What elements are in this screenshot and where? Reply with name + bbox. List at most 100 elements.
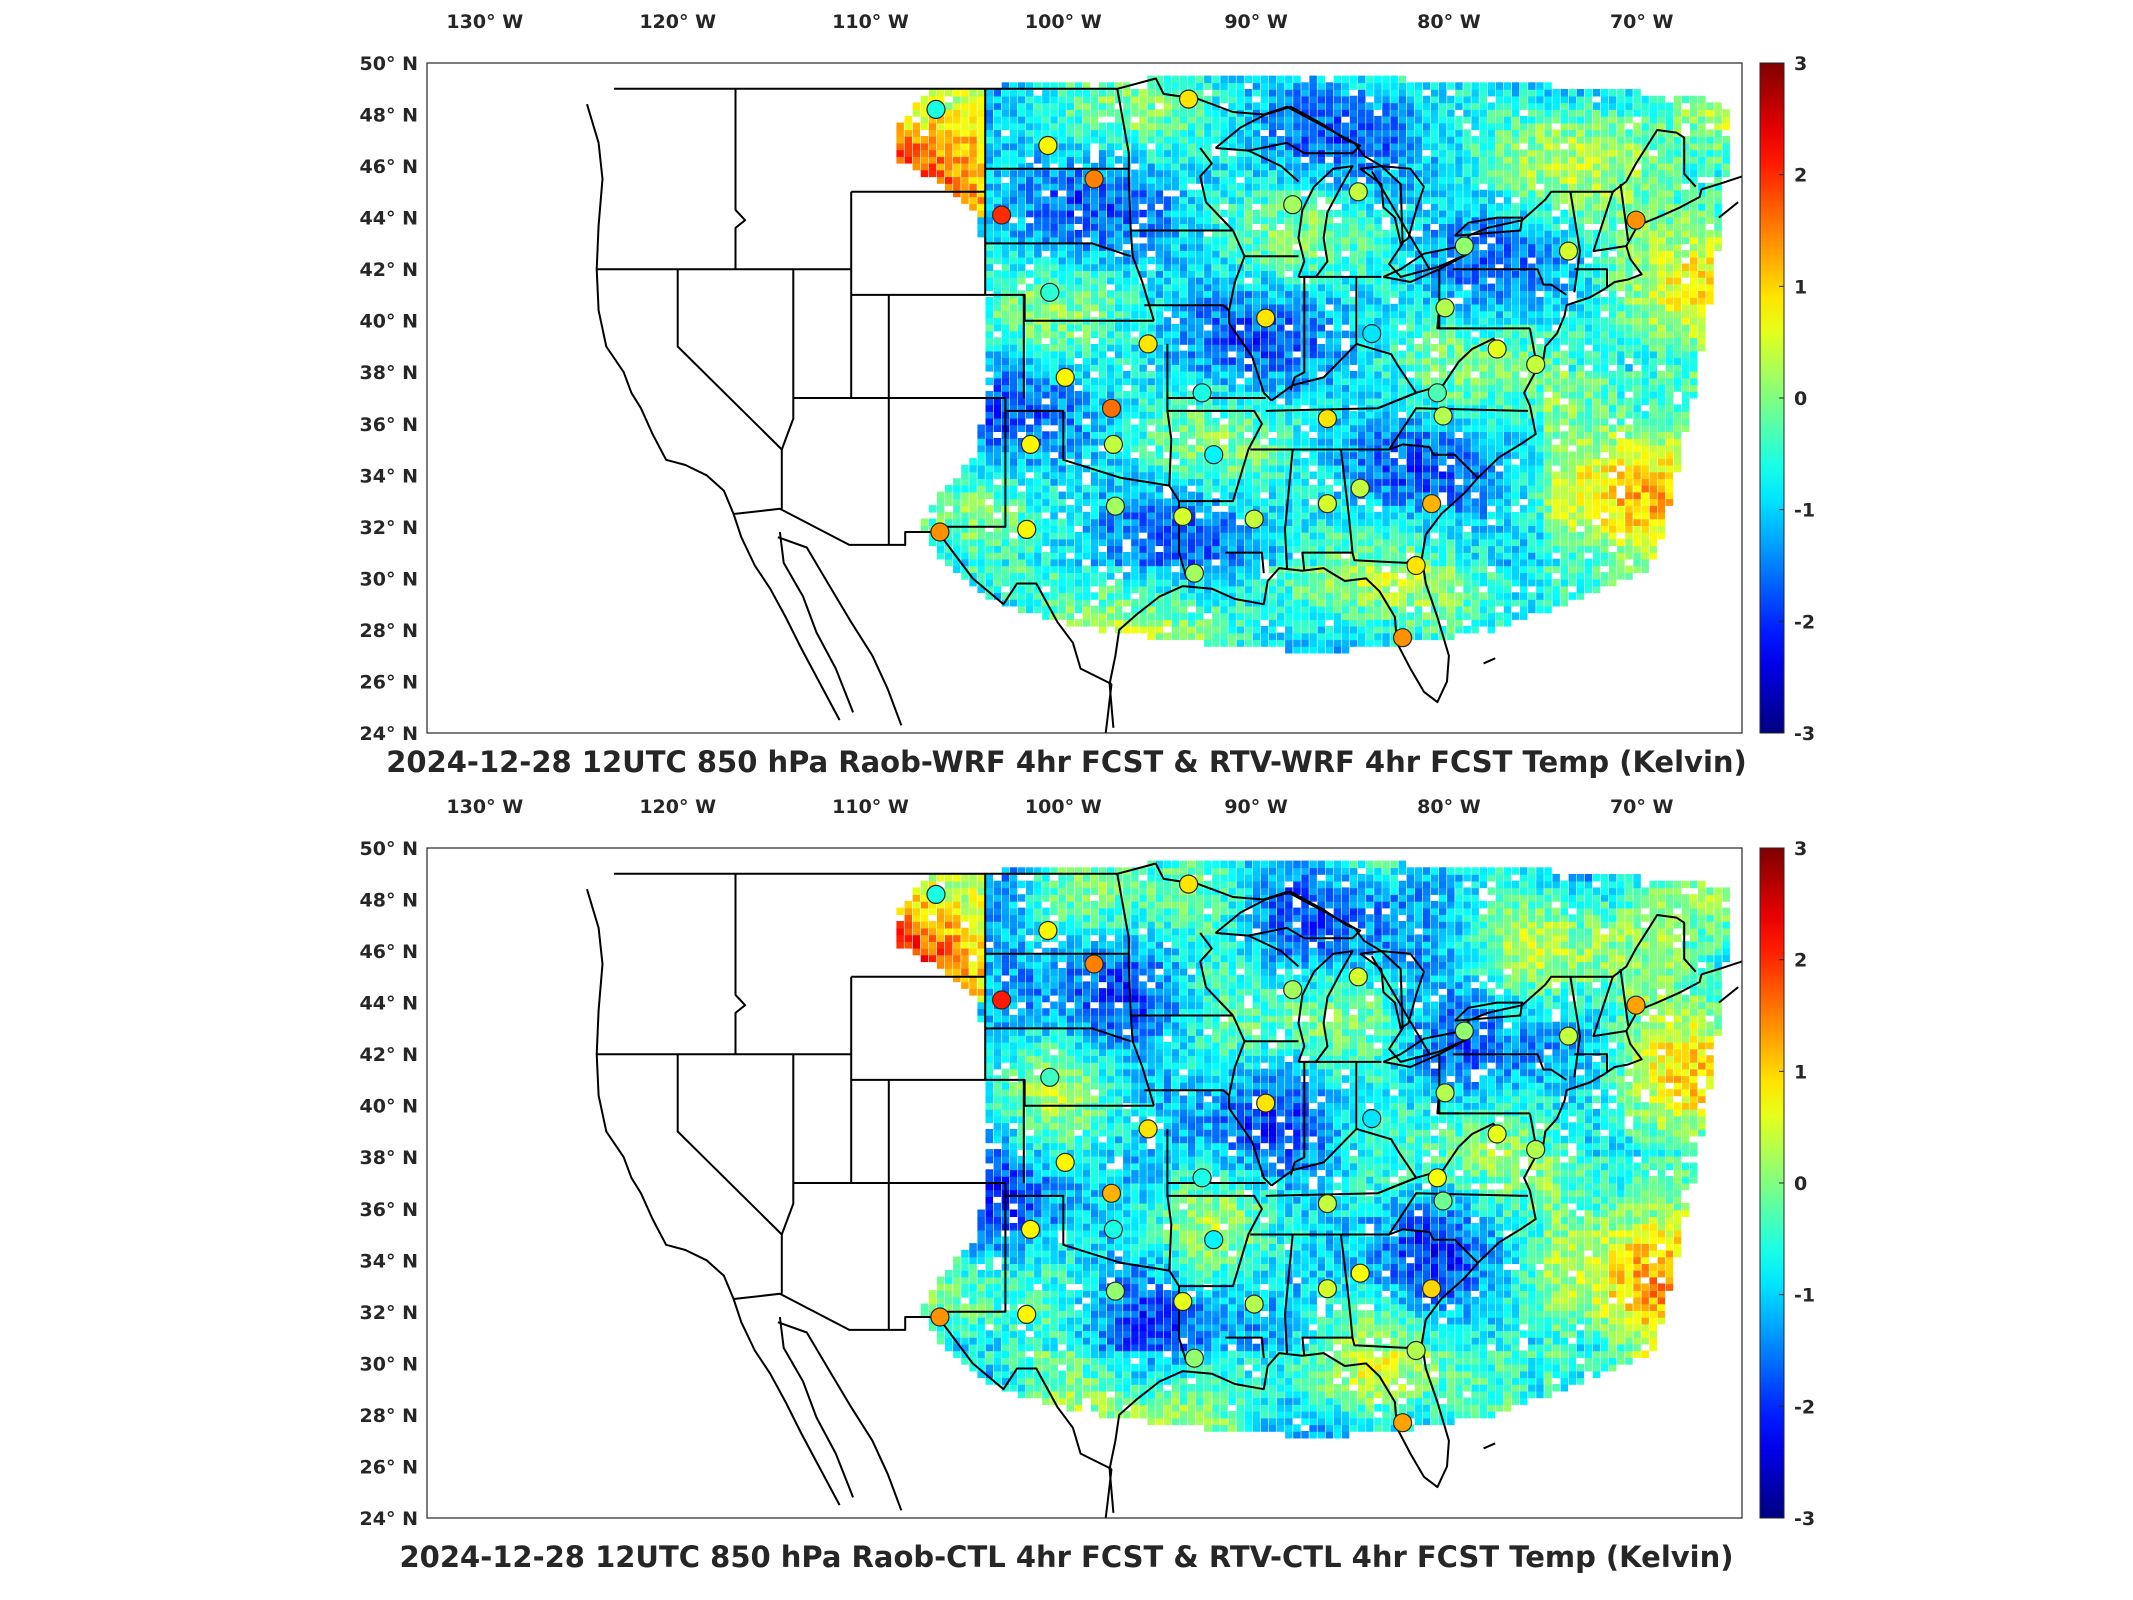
lat-tick-label: 44° N	[360, 993, 418, 1015]
lat-tick-label: 26° N	[360, 1457, 418, 1479]
lon-tick-label: 100° W	[1025, 796, 1102, 818]
raob-station-marker	[1040, 282, 1060, 302]
raob-station-marker	[1184, 563, 1205, 583]
lon-tick-label: 100° W	[1025, 11, 1102, 33]
raob-station-marker	[1040, 1067, 1060, 1087]
raob-station-marker	[1103, 434, 1124, 454]
lat-tick-label: 38° N	[360, 1147, 418, 1169]
raob-station-marker	[1084, 169, 1104, 189]
colorbar-tick-label: -1	[1794, 1285, 1815, 1307]
lon-tick-label: 80° W	[1417, 11, 1481, 33]
raob-station-marker	[1406, 1340, 1426, 1361]
raob-station-marker	[1138, 334, 1158, 354]
raob-station-marker	[1192, 383, 1212, 403]
raob-station-marker	[1435, 1083, 1455, 1103]
raob-station-marker	[926, 99, 946, 120]
raob-station-marker	[1421, 494, 1442, 514]
raob-station-marker	[1487, 339, 1507, 359]
colorbar-tick-label: -2	[1794, 1396, 1815, 1418]
colorbar-tick-label: 3	[1794, 838, 1807, 860]
colorbar-tick-label: 0	[1794, 1173, 1807, 1195]
raob-station-marker	[1558, 1026, 1579, 1046]
raob-station-marker	[1392, 1413, 1413, 1433]
raob-station-marker	[1317, 1279, 1338, 1299]
lon-tick-label: 110° W	[832, 796, 909, 818]
raob-station-marker	[1427, 1168, 1448, 1188]
raob-station-marker	[1017, 1304, 1037, 1325]
map-figure-bottom: 130° W 120° W 110° W 100° W 90° W 80° W 70° W 5…	[360, 796, 1816, 1530]
retrieval-field-bottom	[896, 860, 1730, 1439]
raob-station-marker	[1317, 409, 1338, 429]
raob-station-marker	[991, 205, 1012, 225]
raob-station-marker	[1020, 1219, 1041, 1239]
raob-station-marker	[1020, 434, 1041, 454]
lat-tick-label: 34° N	[360, 465, 418, 487]
raob-station-marker	[1105, 496, 1126, 516]
raob-station-marker	[991, 990, 1012, 1010]
lat-tick-label: 40° N	[360, 311, 418, 333]
lon-tick-label: 130° W	[446, 796, 523, 818]
raob-station-marker	[930, 522, 950, 542]
lat-tick-label: 24° N	[360, 723, 418, 745]
raob-station-marker	[1204, 445, 1224, 465]
raob-station-marker	[1256, 1093, 1276, 1113]
raob-station-marker	[1454, 236, 1474, 256]
raob-station-marker	[1350, 478, 1370, 498]
raob-station-marker	[1138, 1119, 1158, 1139]
lat-tick-label: 42° N	[360, 259, 418, 281]
lon-tick-label: 120° W	[639, 796, 716, 818]
raob-station-marker	[1392, 628, 1413, 648]
lon-tick-label: 110° W	[832, 11, 909, 33]
lat-tick-label: 24° N	[360, 1508, 418, 1530]
map-panel-top: 130° W 120° W 110° W 100° W 90° W 80° W 70° W 5…	[360, 11, 1816, 779]
lon-tick-label: 90° W	[1224, 796, 1288, 818]
lat-tick-label: 50° N	[360, 53, 418, 75]
colorbar-tick-label: -3	[1794, 1508, 1815, 1530]
lat-tick-label: 42° N	[360, 1044, 418, 1066]
lon-tick-label: 130° W	[446, 11, 523, 33]
raob-station-marker	[1283, 195, 1303, 215]
raob-station-marker	[1454, 1021, 1474, 1041]
raob-station-marker	[1184, 1348, 1205, 1368]
colorbar-tick-label: 3	[1794, 53, 1807, 75]
raob-station-marker	[1558, 241, 1579, 261]
lat-tick-label: 26° N	[360, 672, 418, 694]
lat-tick-label: 50° N	[360, 838, 418, 860]
panel-title-bottom: 2024-12-28 12UTC 850 hPa Raob-CTL 4hr FC…	[399, 1540, 1734, 1574]
raob-station-marker	[1256, 308, 1276, 328]
raob-station-marker	[926, 884, 946, 905]
lon-tick-label: 80° W	[1417, 796, 1481, 818]
raob-station-marker	[1526, 354, 1546, 375]
raob-station-marker	[1348, 182, 1368, 202]
raob-station-marker	[1055, 367, 1075, 387]
raob-station-marker	[1084, 954, 1104, 974]
colorbar-tick-label: 1	[1794, 1061, 1807, 1083]
raob-station-marker	[1406, 555, 1426, 576]
colorbar-tick-label: 2	[1794, 165, 1807, 187]
lat-tick-label: 32° N	[360, 517, 418, 539]
raob-station-marker	[1487, 1124, 1507, 1144]
lon-tick-label: 90° W	[1224, 11, 1288, 33]
raob-station-marker	[1105, 1281, 1126, 1301]
lon-tick-label: 70° W	[1610, 11, 1674, 33]
raob-station-marker	[1038, 135, 1058, 156]
lat-tick-label: 38° N	[360, 362, 418, 384]
raob-station-marker	[1526, 1139, 1546, 1160]
raob-station-marker	[1317, 1194, 1338, 1214]
raob-station-marker	[1244, 1294, 1264, 1314]
raob-station-marker	[1038, 920, 1058, 941]
raob-station-marker	[1101, 398, 1122, 418]
raob-station-marker	[1362, 324, 1382, 344]
raob-station-marker	[1173, 506, 1193, 527]
raob-station-marker	[1178, 89, 1199, 109]
lat-tick-label: 46° N	[360, 941, 418, 963]
lat-tick-label: 28° N	[360, 620, 418, 642]
colorbar-tick-label: 2	[1794, 950, 1807, 972]
lat-tick-label: 34° N	[360, 1250, 418, 1272]
panel-title-top: 2024-12-28 12UTC 850 hPa Raob-WRF 4hr FC…	[386, 745, 1747, 779]
raob-station-marker	[1055, 1152, 1075, 1172]
raob-station-marker	[1244, 509, 1264, 529]
raob-station-marker	[1192, 1168, 1212, 1188]
colorbar-tick-label: -3	[1794, 723, 1815, 745]
lon-tick-label: 120° W	[639, 11, 716, 33]
